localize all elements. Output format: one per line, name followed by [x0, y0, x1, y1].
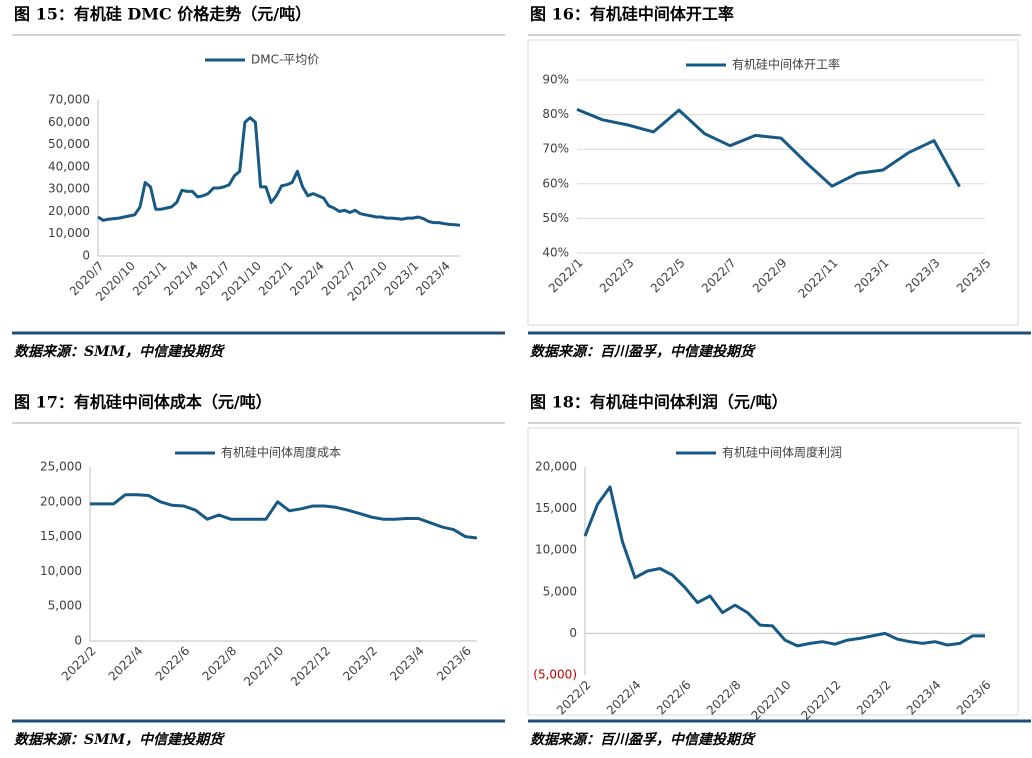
y-tick-label: 20,000 — [40, 494, 82, 508]
x-tick-label: 2023/1 — [852, 256, 892, 296]
legend-label: DMC-平均价 — [251, 53, 319, 67]
y-tick-label: 30,000 — [48, 182, 90, 196]
x-tick-label: 2022/10 — [748, 678, 793, 723]
y-tick-label: 25,000 — [40, 460, 82, 474]
y-tick-label: 15,000 — [40, 529, 82, 543]
y-tick-label: 60% — [542, 176, 569, 190]
x-tick-label: 2022/1 — [546, 256, 586, 296]
y-tick-label: 60,000 — [48, 115, 90, 129]
x-tick-label: 2022/12 — [288, 644, 333, 689]
x-tick-label: 2021/1 — [130, 259, 170, 299]
y-tick-label: (5,000) — [533, 668, 577, 682]
source-note: 数据来源：百川盈孚，中信建投期货 — [530, 343, 756, 360]
y-tick-label: 10,000 — [48, 226, 90, 240]
chart-title: 图 18：有机硅中间体利润（元/吨） — [530, 393, 788, 412]
source-note: 数据来源：SMM，中信建投期货 — [14, 343, 225, 360]
x-tick-label: 2021/4 — [161, 259, 201, 299]
x-tick-label: 2022/4 — [287, 259, 327, 299]
source-note: 数据来源：百川盈孚，中信建投期货 — [530, 731, 756, 748]
y-tick-label: 40,000 — [48, 159, 90, 173]
x-tick-label: 2022/4 — [106, 644, 146, 684]
chart-frame — [527, 39, 1019, 326]
x-tick-label: 2023/3 — [903, 256, 943, 296]
x-tick-label: 2023/2 — [854, 678, 894, 718]
chart-title: 图 15：有机硅 DMC 价格走势（元/吨） — [14, 5, 311, 24]
y-tick-label: 70,000 — [48, 93, 90, 107]
y-tick-label: 10,000 — [40, 564, 82, 578]
x-tick-label: 2023/5 — [954, 256, 994, 296]
y-tick-label: 0 — [569, 626, 577, 640]
x-tick-label: 2023/4 — [904, 678, 944, 718]
x-tick-label: 2022/1 — [256, 259, 296, 299]
x-tick-label: 2022/10 — [241, 644, 286, 689]
data-line — [576, 108, 961, 188]
x-tick-label: 2023/4 — [413, 259, 453, 299]
legend-label: 有机硅中间体周度成本 — [221, 445, 341, 460]
source-note: 数据来源：SMM，中信建投期货 — [14, 731, 225, 748]
x-tick-label: 2022/8 — [704, 678, 744, 718]
x-tick-label: 2022/3 — [597, 256, 637, 296]
y-tick-label: 80% — [542, 107, 569, 121]
legend-label: 有机硅中间体周度利润 — [722, 445, 842, 460]
y-tick-label: 20,000 — [535, 460, 577, 474]
x-tick-label: 2022/2 — [554, 678, 594, 718]
y-tick-label: 10,000 — [535, 543, 577, 557]
x-tick-label: 2022/7 — [699, 256, 739, 296]
y-tick-label: 0 — [74, 634, 82, 648]
x-tick-label: 2023/1 — [382, 259, 422, 299]
data-line — [90, 493, 478, 540]
x-tick-label: 2023/6 — [434, 644, 474, 684]
y-tick-label: 50,000 — [48, 137, 90, 151]
x-tick-label: 2022/9 — [750, 256, 790, 296]
x-tick-label: 2023/4 — [387, 644, 427, 684]
data-line — [97, 116, 461, 227]
y-tick-label: 40% — [542, 246, 569, 260]
x-tick-label: 2022/2 — [59, 644, 99, 684]
chart-title: 图 17：有机硅中间体成本（元/吨） — [14, 393, 272, 412]
y-tick-label: 70% — [542, 142, 569, 156]
x-tick-label: 2022/12 — [798, 678, 843, 723]
x-tick-label: 2022/6 — [654, 678, 694, 718]
data-line — [583, 485, 985, 648]
chart-frame — [527, 427, 1019, 716]
chart-title: 图 16：有机硅中间体开工率 — [530, 5, 734, 24]
x-tick-label: 2022/5 — [648, 256, 688, 296]
y-tick-label: 50% — [542, 211, 569, 225]
x-tick-label: 2022/6 — [153, 644, 193, 684]
y-tick-label: 0 — [82, 249, 90, 263]
y-tick-label: 90% — [542, 73, 569, 87]
y-tick-label: 5,000 — [543, 584, 577, 598]
y-tick-label: 15,000 — [535, 501, 577, 515]
legend-label: 有机硅中间体开工率 — [732, 57, 840, 72]
x-tick-label: 2023/2 — [340, 644, 380, 684]
x-tick-label: 2022/11 — [795, 256, 840, 301]
x-tick-label: 2022/8 — [200, 644, 240, 684]
y-tick-label: 20,000 — [48, 204, 90, 218]
x-tick-label: 2022/4 — [604, 678, 644, 718]
x-tick-label: 2023/6 — [954, 678, 994, 718]
y-tick-label: 5,000 — [48, 599, 82, 613]
